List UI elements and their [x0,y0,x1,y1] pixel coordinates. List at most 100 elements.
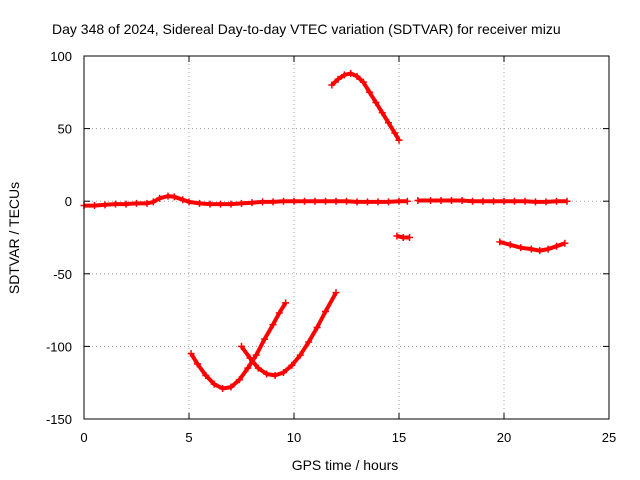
data-point [248,199,256,207]
series-line [239,291,338,378]
data-point [280,197,287,205]
data-point [271,371,279,379]
x-tick-label: 10 [287,430,301,445]
series-line [330,71,401,142]
data-point [395,136,403,144]
data-point [290,197,298,205]
data-point [414,196,422,204]
data-point [227,383,235,391]
data-point [366,88,374,96]
y-tick-label: 50 [58,122,72,137]
data-point [328,81,336,89]
data-point [469,197,476,205]
y-tick-label: -150 [46,412,72,427]
data-point [322,308,329,316]
data-point [496,238,504,246]
data-point [122,200,130,208]
data-point [210,380,218,388]
data-point [254,364,262,372]
data-point [259,198,266,206]
series-arc-low-1 [187,299,290,393]
data-point [353,198,361,206]
data-point [385,198,392,206]
data-point [536,247,544,255]
data-point [553,197,560,205]
data-point [282,299,290,307]
data-point [193,360,201,368]
data-point [269,321,277,329]
data-point [427,196,434,204]
data-point [238,342,245,350]
data-point [91,202,98,210]
data-point [101,201,109,209]
data-point [252,351,260,359]
data-point [244,364,252,372]
data-point [399,234,407,241]
data-point [527,245,535,253]
data-point [143,199,151,207]
data-point [185,198,193,206]
y-tick-label: -100 [46,339,72,354]
data-point [332,289,340,297]
y-tick-label: -50 [53,267,72,282]
data-point [206,200,214,208]
data-point [275,309,283,317]
data-point [219,385,227,393]
data-point [372,98,380,106]
data-point [561,239,569,247]
data-point [217,200,224,208]
data-point [187,350,195,358]
data-series [80,69,571,393]
grid [84,56,609,419]
data-point [391,129,399,137]
data-point [202,371,210,379]
data-point [359,78,367,86]
data-point [296,351,304,359]
series-main-2 [414,196,571,206]
data-point [133,199,140,207]
data-point [343,197,350,205]
x-axis-label: GPS time / hours [292,457,399,473]
x-tick-label: 25 [602,430,616,445]
x-tick-label: 0 [80,430,87,445]
data-point [340,71,348,79]
data-point [332,197,340,205]
series-line [84,194,408,208]
x-tick-label: 15 [392,430,406,445]
y-axis-label: SDTVAR / TECUs [6,182,22,294]
data-point [238,199,245,207]
y-tick-label: 0 [65,194,72,209]
data-point [156,194,164,202]
data-point [112,200,119,208]
data-point [542,198,550,206]
data-point [532,198,539,206]
series-arc-high [328,69,403,144]
data-point [311,197,319,205]
data-point [517,244,525,252]
data-point [301,197,308,205]
data-point [458,196,466,204]
chart-title: Day 348 of 2024, Sidereal Day-to-day VTE… [52,21,561,37]
data-point [322,197,329,205]
data-point [288,361,296,369]
data-point [227,200,235,208]
data-point [406,234,413,241]
y-tick-label: 100 [50,49,72,64]
data-point [305,338,313,346]
data-point [479,197,487,205]
data-point [378,109,386,117]
data-point [261,335,269,343]
data-point [313,324,321,332]
data-point [179,196,187,204]
data-point [364,198,371,206]
data-point [490,197,497,205]
plot-frame [83,55,610,420]
data-point [437,196,445,204]
series-arc-20-23 [496,238,569,255]
axis-ticks: 0 5 10 15 20 25 -150 -100 -50 0 50 100 [46,49,616,445]
data-point [149,198,157,206]
x-tick-label: 20 [497,430,511,445]
data-point [521,197,529,205]
x-tick-label: 5 [185,430,192,445]
data-point [385,119,392,127]
